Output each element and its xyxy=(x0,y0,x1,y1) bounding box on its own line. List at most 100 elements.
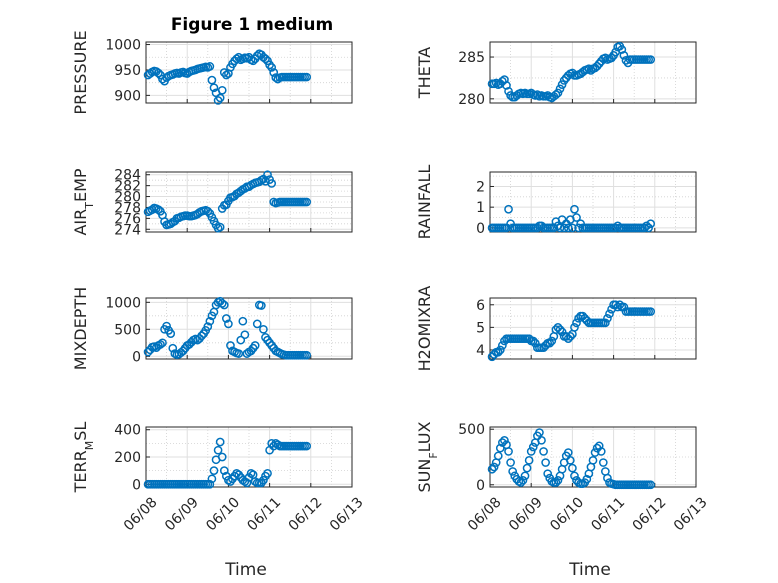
y-tick-label: 0 xyxy=(476,478,485,494)
data-point xyxy=(238,316,248,326)
data-point xyxy=(219,68,229,77)
data-point xyxy=(601,53,610,63)
data-point xyxy=(154,68,163,78)
axes-theta: 280 285 THETA xyxy=(415,41,697,108)
data-point xyxy=(302,350,312,360)
data-point xyxy=(568,223,577,233)
data-point xyxy=(598,458,608,467)
data-point xyxy=(302,441,312,451)
data-point xyxy=(526,447,536,456)
data-point xyxy=(590,448,600,457)
data-point xyxy=(197,331,206,341)
x-tick-label: 06/08 xyxy=(121,494,161,534)
data-point xyxy=(207,75,217,85)
data-point xyxy=(166,329,176,338)
data-point xyxy=(261,54,270,64)
y-tick-label: 282 xyxy=(114,179,141,195)
data-point xyxy=(154,205,163,214)
data-point xyxy=(226,341,235,350)
x-tick-label: 06/12 xyxy=(630,494,670,534)
y-axis-label: AIRTEMP xyxy=(71,168,96,235)
data-point xyxy=(555,84,565,94)
data-point xyxy=(613,302,623,312)
y-tick-label: 1000 xyxy=(105,38,141,54)
data-point xyxy=(572,318,581,328)
data-point xyxy=(267,179,277,188)
y-axis-label: MIXDEPTH xyxy=(71,287,90,370)
data-point xyxy=(248,56,258,66)
axes-box xyxy=(489,297,697,360)
data-point xyxy=(508,467,518,476)
data-point xyxy=(498,341,507,350)
data-point xyxy=(551,90,561,99)
data-point xyxy=(537,435,546,445)
data-point xyxy=(215,93,225,103)
data-point xyxy=(302,197,312,207)
data-point xyxy=(584,64,594,74)
y-tick-label: 278 xyxy=(114,200,141,216)
data-point xyxy=(489,462,499,472)
data-point xyxy=(219,466,229,475)
y-tick-label: 500 xyxy=(114,322,141,338)
data-point xyxy=(224,319,233,329)
data-point xyxy=(533,223,542,233)
data-point xyxy=(570,323,579,332)
axes-rainfall: 0 1 2 RAINFALL xyxy=(415,165,697,240)
data-point xyxy=(259,324,268,334)
data-point xyxy=(563,223,573,233)
y-tick-label: 0 xyxy=(132,349,141,365)
y-tick-label: 6 xyxy=(476,298,485,314)
data-point xyxy=(267,63,277,72)
data-point xyxy=(209,83,219,93)
data-point xyxy=(232,54,241,64)
data-point xyxy=(594,441,604,451)
y-tick-label: 276 xyxy=(114,211,141,227)
data-point xyxy=(219,300,229,310)
data-point xyxy=(553,88,563,98)
data-point xyxy=(147,205,157,214)
data-point xyxy=(252,319,262,329)
data-point xyxy=(588,455,598,465)
data-point xyxy=(557,80,567,89)
x-tick-label: 06/11 xyxy=(244,494,284,534)
data-point xyxy=(257,301,266,310)
data-point xyxy=(259,475,268,485)
y-tick-label: 280 xyxy=(114,190,141,206)
x-tick-label: 06/11 xyxy=(588,494,628,534)
y-tick-label: 2 xyxy=(476,179,485,195)
data-point xyxy=(240,330,250,340)
y-tick-label: 200 xyxy=(114,450,141,466)
y-tick-label: 280 xyxy=(458,92,485,108)
data-point xyxy=(156,340,165,349)
x-axis-label: Time xyxy=(224,560,267,580)
y-tick-label: 0 xyxy=(132,477,141,493)
data-point xyxy=(209,466,219,475)
data-point xyxy=(535,428,544,437)
y-tick-label: 284 xyxy=(114,168,141,184)
axes-terr_msl: 0 200 400 06/08 06/09 06/10 06/11 06/12 06/13 TER… xyxy=(71,422,367,580)
y-axis-label: H2OMIXRA xyxy=(415,286,434,372)
data-point xyxy=(603,473,612,483)
axes-box xyxy=(489,426,697,488)
data-point xyxy=(565,332,575,341)
data-point xyxy=(528,442,538,452)
y-tick-label: 1 xyxy=(476,200,485,216)
data-point xyxy=(263,170,272,180)
axes-box xyxy=(489,41,697,104)
data-point xyxy=(221,314,231,323)
axes-box xyxy=(145,297,353,360)
data-point xyxy=(213,445,223,455)
data-point xyxy=(504,204,513,214)
y-axis-label: RAINFALL xyxy=(415,165,434,240)
data-point xyxy=(570,471,579,481)
data-point xyxy=(611,223,621,233)
y-axis-label: THETA xyxy=(415,47,434,99)
y-tick-label: 4 xyxy=(476,343,485,359)
data-point xyxy=(555,223,565,233)
data-point xyxy=(217,85,227,95)
data-point xyxy=(605,309,614,319)
data-point xyxy=(506,91,515,100)
data-point xyxy=(522,463,532,473)
